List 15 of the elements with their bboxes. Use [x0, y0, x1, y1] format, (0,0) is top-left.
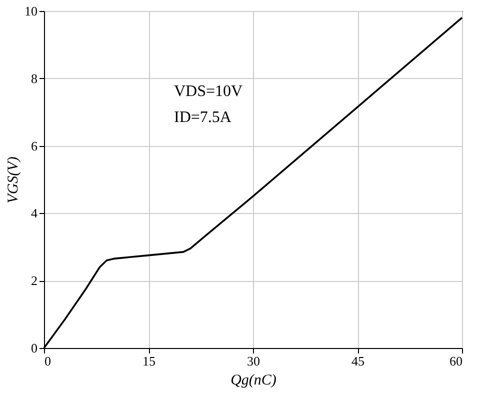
y-axis-title: VGS(V)	[6, 156, 22, 204]
x-tick-label: 0	[44, 354, 51, 368]
y-tick-label: 0	[31, 340, 38, 356]
annotation: VDS=10V	[174, 83, 244, 100]
y-tick-label: 6	[31, 138, 38, 154]
x-axis-title: Qg(nC)	[230, 372, 276, 388]
x-tick-label: 30	[247, 354, 260, 368]
x-tick-label: 15	[142, 354, 156, 368]
annotation: ID=7.5A	[174, 109, 232, 126]
x-tick-label: 60	[450, 354, 462, 368]
y-tick-label: 8	[31, 70, 38, 86]
y-tick-label: 2	[31, 273, 38, 288]
y-tick-label: 10	[24, 4, 38, 18]
x-tick-label: 45	[352, 354, 364, 368]
y-tick-label: 4	[31, 206, 38, 221]
